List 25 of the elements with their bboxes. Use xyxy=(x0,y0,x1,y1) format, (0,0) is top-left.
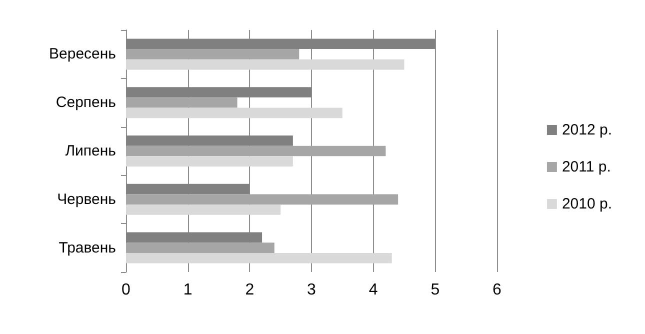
legend-label: 2010 р. xyxy=(562,196,612,212)
bar xyxy=(126,242,274,253)
bar xyxy=(126,59,404,70)
bar xyxy=(126,97,238,108)
x-tick-label: 5 xyxy=(430,282,440,298)
bar xyxy=(126,204,281,215)
y-tick-label: Серпень xyxy=(56,94,116,112)
legend-label: 2012 р. xyxy=(562,122,612,138)
y-tick-label: Липень xyxy=(65,142,116,160)
bar xyxy=(126,252,392,264)
x-tick-label: 3 xyxy=(307,282,316,298)
x-tick-label: 2 xyxy=(245,282,254,298)
bar xyxy=(126,194,398,205)
x-tick-label: 6 xyxy=(492,282,502,298)
x-tick-label: 0 xyxy=(122,282,131,298)
bar xyxy=(126,49,300,60)
y-tick-label: Травень xyxy=(58,239,116,256)
legend-label: 2011 р. xyxy=(562,158,611,176)
x-tick-label: 4 xyxy=(368,282,378,298)
bar xyxy=(126,156,293,166)
y-tick-label: Вересень xyxy=(49,46,116,63)
bar xyxy=(126,108,342,118)
x-tick-label: 1 xyxy=(183,282,192,298)
y-tick-label: Червень xyxy=(57,190,116,208)
bar xyxy=(126,146,386,156)
